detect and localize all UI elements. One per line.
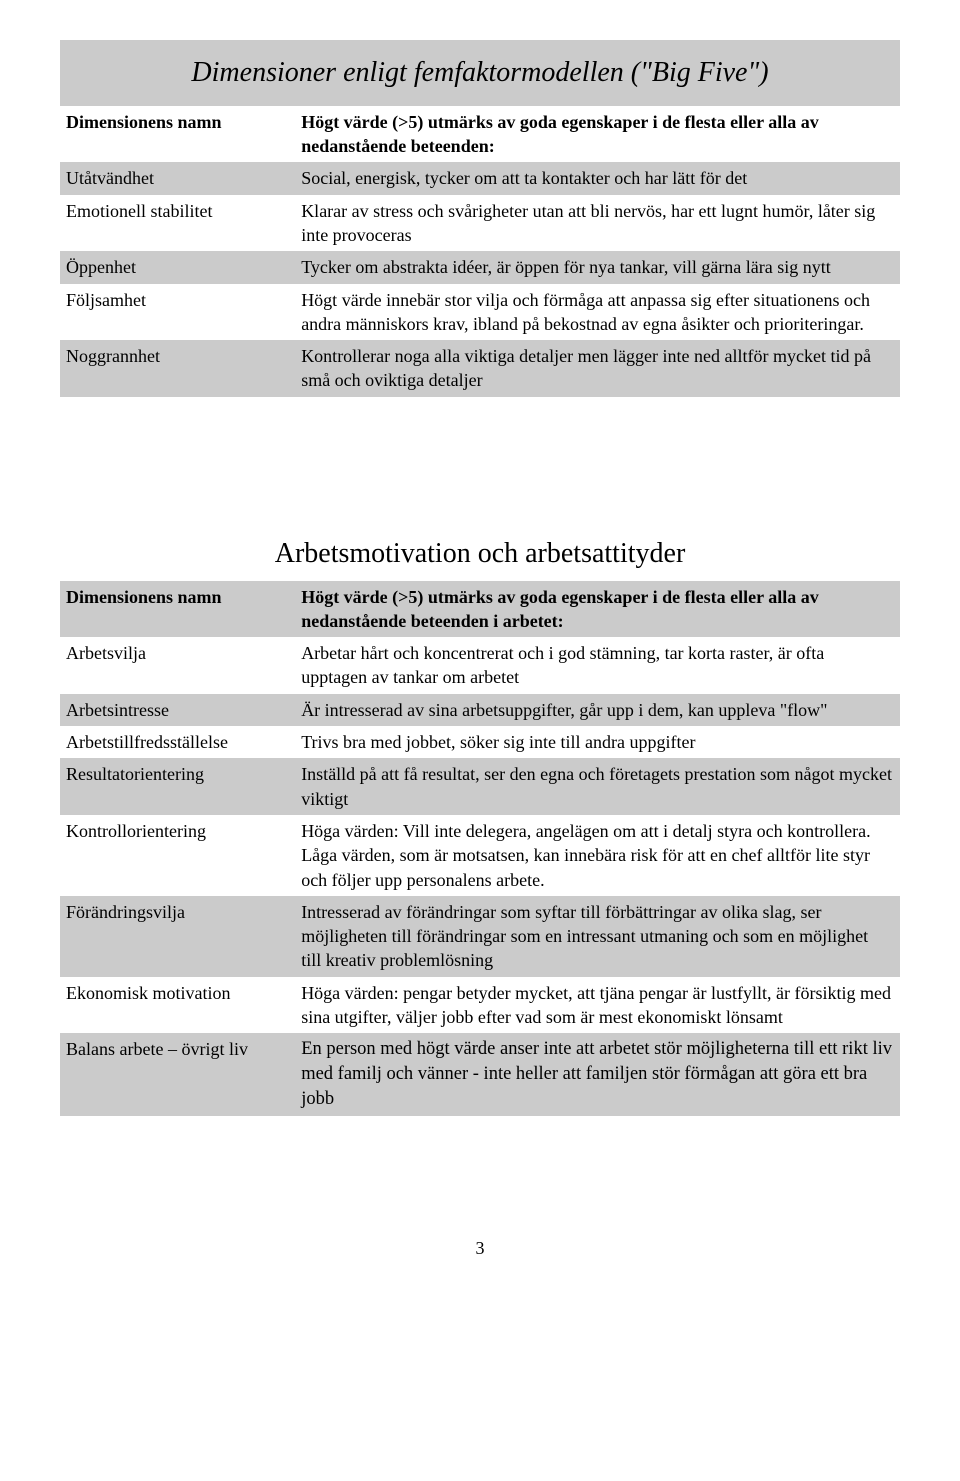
row-label: Noggrannhet <box>60 340 295 397</box>
row-label: Förändringsvilja <box>60 896 295 977</box>
row-value: Trivs bra med jobbet, söker sig inte til… <box>295 726 900 758</box>
table1-header-label: Dimensionens namn <box>60 106 295 163</box>
row-label: Följsamhet <box>60 284 295 341</box>
table-row: Öppenhet Tycker om abstrakta idéer, är ö… <box>60 251 900 283</box>
table-row: Ekonomisk motivation Höga värden: pengar… <box>60 977 900 1034</box>
row-label: Emotionell stabilitet <box>60 195 295 252</box>
row-value: Inställd på att få resultat, ser den egn… <box>295 758 900 815</box>
table-row: Arbetstillfredsställelse Trivs bra med j… <box>60 726 900 758</box>
table2-header-row: Dimensionens namn Högt värde (>5) utmärk… <box>60 581 900 638</box>
row-value: Klarar av stress och svårigheter utan at… <box>295 195 900 252</box>
table-row: Arbetsvilja Arbetar hårt och koncentrera… <box>60 637 900 694</box>
row-value: Höga värden: Vill inte delegera, angeläg… <box>295 815 900 896</box>
table-row: Balans arbete – övrigt liv En person med… <box>60 1033 900 1116</box>
row-value: En person med högt värde anser inte att … <box>295 1033 900 1116</box>
row-value: Intresserad av förändringar som syftar t… <box>295 896 900 977</box>
table-big-five: Dimensionens namn Högt värde (>5) utmärk… <box>60 106 900 397</box>
row-value: Är intresserad av sina arbetsuppgifter, … <box>295 694 900 726</box>
spacer <box>60 397 900 517</box>
table-row: Arbetsintresse Är intresserad av sina ar… <box>60 694 900 726</box>
row-value: Högt värde innebär stor vilja och förmåg… <box>295 284 900 341</box>
row-label: Kontrollorientering <box>60 815 295 896</box>
table-row: Förändringsvilja Intresserad av förändri… <box>60 896 900 977</box>
row-label: Ekonomisk motivation <box>60 977 295 1034</box>
row-label: Utåtvändhet <box>60 162 295 194</box>
table-row: Följsamhet Högt värde innebär stor vilja… <box>60 284 900 341</box>
row-value: Arbetar hårt och koncentrerat och i god … <box>295 637 900 694</box>
table-row: Noggrannhet Kontrollerar noga alla vikti… <box>60 340 900 397</box>
table1-header-value: Högt värde (>5) utmärks av goda egenskap… <box>295 106 900 163</box>
table2-header-value: Högt värde (>5) utmärks av goda egenskap… <box>295 581 900 638</box>
row-value: Kontrollerar noga alla viktiga detaljer … <box>295 340 900 397</box>
row-label: Arbetsintresse <box>60 694 295 726</box>
section2-title: Arbetsmotivation och arbetsattityder <box>60 517 900 581</box>
table1-header-row: Dimensionens namn Högt värde (>5) utmärk… <box>60 106 900 163</box>
row-label: Arbetstillfredsställelse <box>60 726 295 758</box>
table-row: Resultatorientering Inställd på att få r… <box>60 758 900 815</box>
row-label: Resultatorientering <box>60 758 295 815</box>
table-row: Emotionell stabilitet Klarar av stress o… <box>60 195 900 252</box>
row-value: Social, energisk, tycker om att ta konta… <box>295 162 900 194</box>
row-value: Tycker om abstrakta idéer, är öppen för … <box>295 251 900 283</box>
row-label: Öppenhet <box>60 251 295 283</box>
row-value: Höga värden: pengar betyder mycket, att … <box>295 977 900 1034</box>
row-label: Arbetsvilja <box>60 637 295 694</box>
page-number: 3 <box>60 1236 900 1260</box>
section1-title: Dimensioner enligt femfaktormodellen ("B… <box>60 40 900 106</box>
table-row: Utåtvändhet Social, energisk, tycker om … <box>60 162 900 194</box>
table-row: Kontrollorientering Höga värden: Vill in… <box>60 815 900 896</box>
row-label: Balans arbete – övrigt liv <box>60 1033 295 1116</box>
table-arbetsmotivation: Dimensionens namn Högt värde (>5) utmärk… <box>60 581 900 1117</box>
table2-header-label: Dimensionens namn <box>60 581 295 638</box>
